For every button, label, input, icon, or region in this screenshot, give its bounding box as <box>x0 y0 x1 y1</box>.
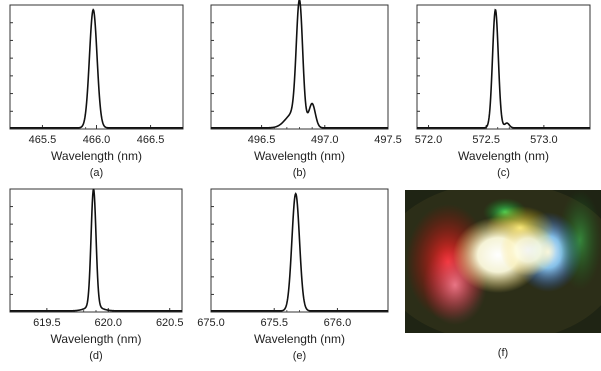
green-glow-right <box>558 190 601 290</box>
x-tick-label: 465.5 <box>29 134 57 146</box>
x-tick-label: 496.5 <box>248 134 276 146</box>
panel-label: (a) <box>90 167 103 179</box>
x-tick-label: 619.5 <box>33 317 61 329</box>
spectrum-line <box>211 0 388 129</box>
spectrum-line <box>10 188 182 312</box>
x-axis-label: Wavelength (nm) <box>51 332 142 346</box>
x-tick-label: 466.5 <box>137 134 165 146</box>
x-tick-label: 572.5 <box>472 134 500 146</box>
x-tick-label: 497.5 <box>374 134 402 146</box>
x-tick-label: 620.0 <box>95 317 123 329</box>
x-tick-label: 675.5 <box>260 317 288 329</box>
x-tick-label: 620.5 <box>156 317 184 329</box>
x-axis-label: Wavelength (nm) <box>51 149 142 163</box>
white-glow-2 <box>500 224 556 276</box>
spectrum-panel: 572.0 572.5 573.0 Wavelength (nm) (c) <box>415 4 591 179</box>
spectrum-line <box>211 192 388 312</box>
x-axis-label: Wavelength (nm) <box>254 149 345 163</box>
x-tick-label: 675.0 <box>197 317 225 329</box>
x-tick-label: 572.0 <box>415 134 443 146</box>
panel-label: (d) <box>89 350 102 362</box>
panel-label: (c) <box>497 167 510 179</box>
x-tick-label: 466.0 <box>83 134 111 146</box>
panel-label: (b) <box>293 167 306 179</box>
spectrum-line <box>10 8 183 129</box>
spectrum-line <box>417 8 590 129</box>
x-tick-label: 497.0 <box>311 134 339 146</box>
spectrum-panel: 675.0 675.5 676.0 Wavelength (nm) (e) <box>197 188 389 362</box>
x-axis-label: Wavelength (nm) <box>458 149 549 163</box>
plot-frame <box>9 4 184 130</box>
panel-label: (e) <box>293 350 306 362</box>
x-tick-label: 573.0 <box>530 134 558 146</box>
plot-frame <box>210 4 389 130</box>
photo-panel <box>405 190 601 333</box>
photo-label: (f) <box>498 347 508 359</box>
spectrum-panel: 465.5 466.0 466.5 Wavelength (nm) (a) <box>9 4 184 179</box>
x-axis-label: Wavelength (nm) <box>254 332 345 346</box>
x-tick-label: 676.0 <box>324 317 352 329</box>
spectrum-panel: 496.5 497.0 497.5 Wavelength (nm) (b) <box>210 0 402 179</box>
spectrum-panel: 619.5 620.0 620.5 Wavelength (nm) (d) <box>9 188 184 362</box>
plot-frame <box>416 4 591 130</box>
